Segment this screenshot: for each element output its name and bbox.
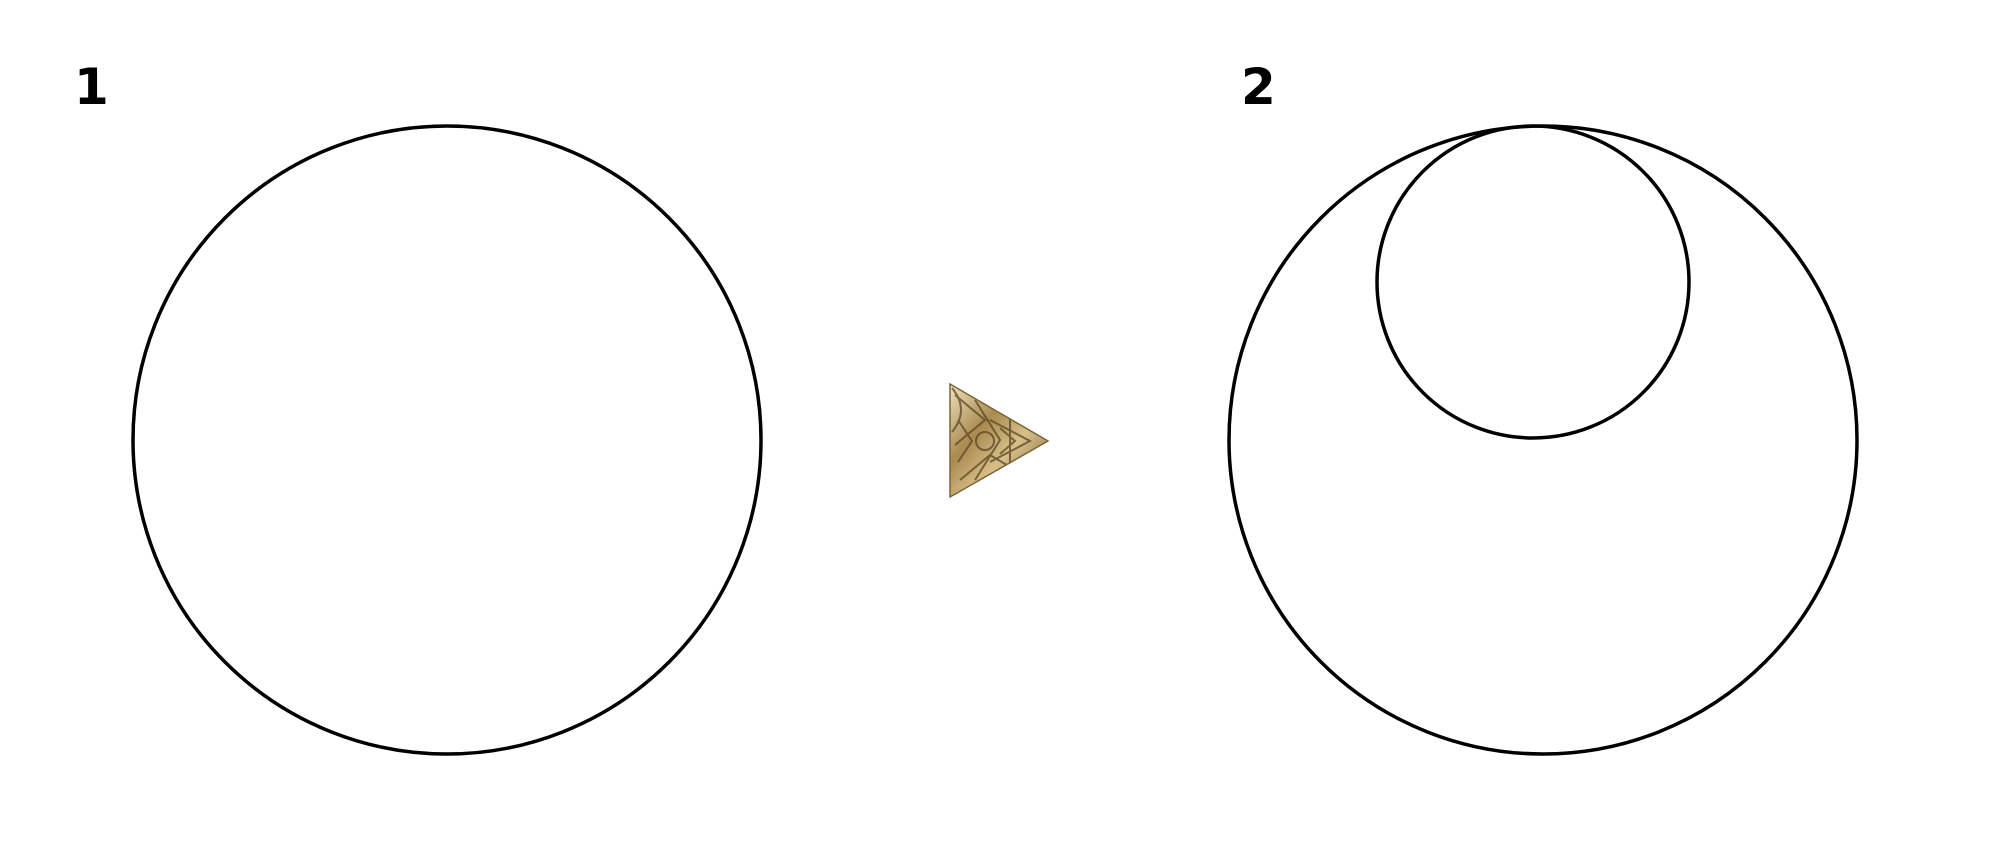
step-2-label: 2 xyxy=(1241,58,1276,116)
panel-2-large-circle xyxy=(1227,124,1859,756)
step-1-label: 1 xyxy=(74,58,109,116)
panel-1-large-circle xyxy=(131,124,763,756)
ornate-play-triangle-icon xyxy=(949,382,1050,499)
panel-2-inner-circle xyxy=(1375,124,1691,440)
